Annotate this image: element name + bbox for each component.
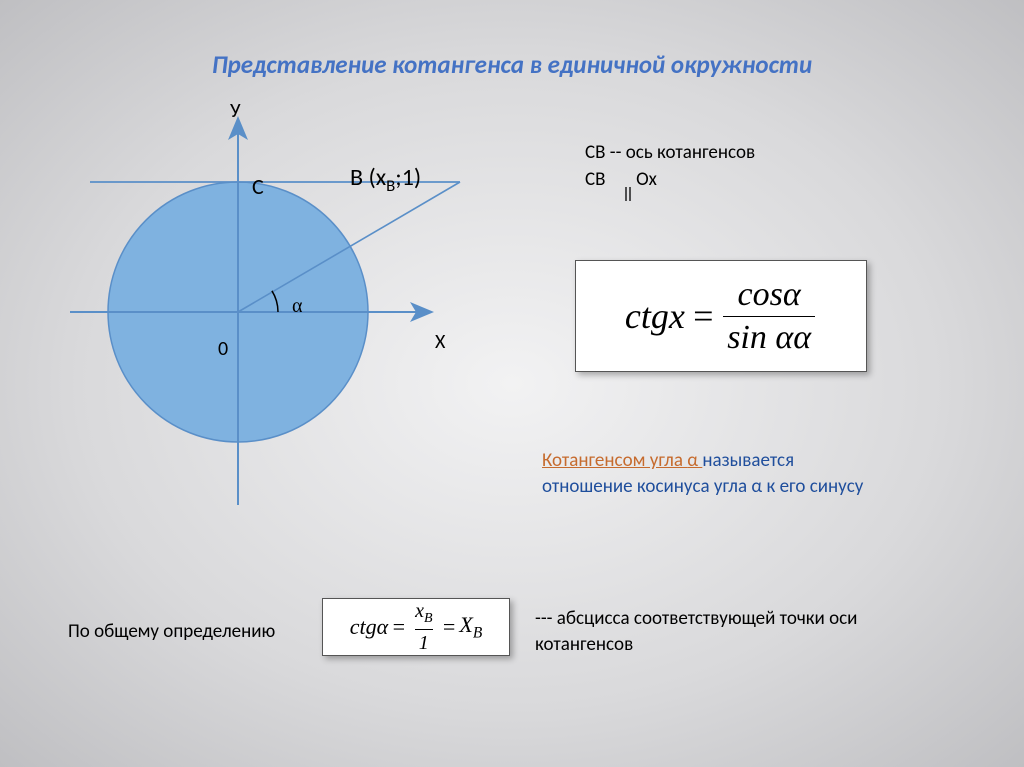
ctg-xb-formula: ctgα = xB 1 = XB — [322, 598, 510, 656]
alpha-label: α — [292, 295, 302, 318]
point-c-label: С — [252, 173, 264, 200]
general-definition-label: По общему определению — [68, 620, 275, 643]
cotangent-definition: Котангенсом угла α называется отношение … — [542, 448, 863, 499]
point-b-label: В (хВ;1) — [350, 163, 421, 196]
page-title: Представление котангенса в единичной окр… — [0, 49, 1024, 80]
cotangent-axis-note: СВ -- ось котангенсов СВ Ох — [585, 140, 755, 193]
x-axis-label: Х — [435, 330, 445, 354]
formula-lhs: ctgx — [625, 295, 685, 337]
origin-label: 0 — [218, 337, 228, 361]
note-line-2: СВ Ох — [585, 167, 755, 194]
definition-term: Котангенсом угла α — [542, 449, 702, 472]
abscissa-note: --- абсцисса соответствующей точки оси к… — [535, 606, 857, 657]
note-line-1: СВ -- ось котангенсов — [585, 140, 755, 167]
ctg-formula: ctgx = cosα sin αα — [575, 260, 867, 372]
formula-fraction: cosα sin αα — [723, 276, 815, 357]
y-axis-label: У — [230, 99, 241, 123]
